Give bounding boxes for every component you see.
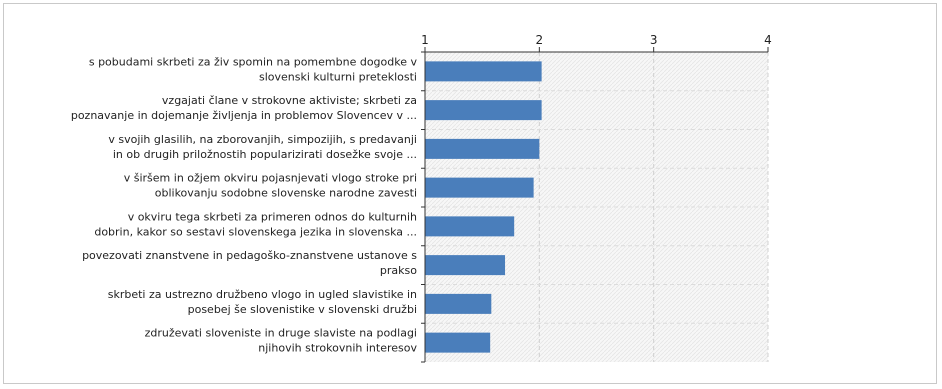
category-label: vzgajati člane v strokovne aktiviste; sk… xyxy=(71,94,417,122)
x-tick-label: 1 xyxy=(421,33,429,47)
bar xyxy=(425,100,542,121)
category-label: v svojih glasilih, na zborovanjih, simpo… xyxy=(108,133,417,161)
bar xyxy=(425,177,534,198)
bar xyxy=(425,293,492,314)
category-label: povezovati znanstvene in pedagoško-znans… xyxy=(82,249,417,277)
category-label: s pobudami skrbeti za živ spomin na pome… xyxy=(89,55,418,83)
axes xyxy=(421,47,769,363)
grid-lines xyxy=(425,52,769,362)
x-tick-label: 2 xyxy=(536,33,544,47)
x-tick-labels: 1 2 3 4 xyxy=(421,33,772,47)
category-label: združevati sloveniste in druge slaviste … xyxy=(145,327,418,355)
x-tick-label: 3 xyxy=(650,33,658,47)
category-label: skrbeti za ustrezno družbeno vlogo in ug… xyxy=(108,288,417,316)
category-label: v širšem in ožjem okviru pojasnjevati vl… xyxy=(124,172,417,200)
category-label: v okviru tega skrbeti za primeren odnos … xyxy=(94,210,417,238)
x-tick-label: 4 xyxy=(764,33,772,47)
bar xyxy=(425,255,506,276)
category-labels: s pobudami skrbeti za živ spomin na pome… xyxy=(71,55,418,354)
bar xyxy=(425,61,542,82)
bar xyxy=(425,138,540,159)
bar xyxy=(425,216,515,237)
bars xyxy=(425,61,542,353)
bar xyxy=(425,332,491,353)
